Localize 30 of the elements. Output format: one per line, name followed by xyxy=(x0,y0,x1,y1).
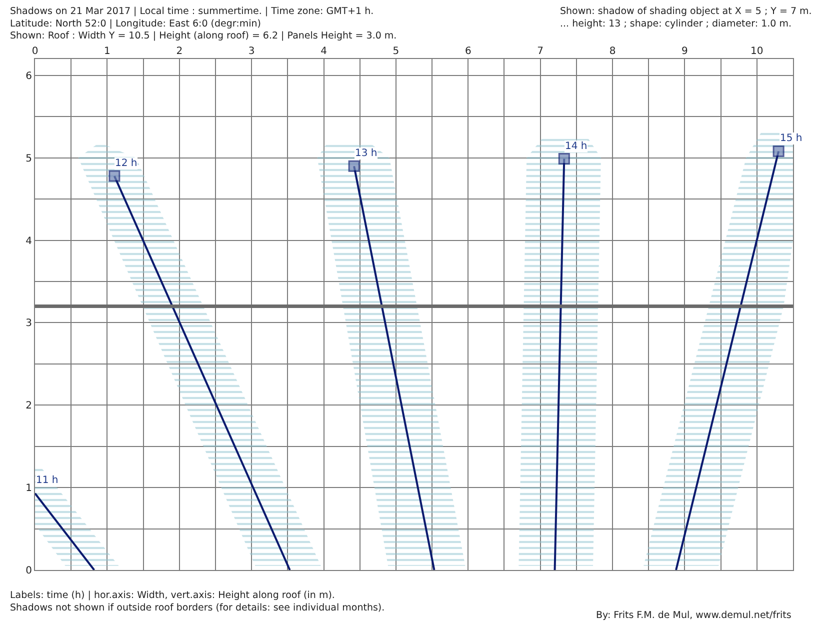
y-tick-label: 0 xyxy=(26,566,32,576)
x-tick-label: 10 xyxy=(750,46,764,57)
text: By: Frits F.M. de Mul, www.demul.net/frits xyxy=(596,610,792,621)
annotation: 14 h xyxy=(565,141,588,152)
y-tick-label: 6 xyxy=(26,70,32,82)
text: Shown: shadow of shading object at X = 5 ; Y = 7 m. ... height: 13 ; shape: cylinder ; diameter: 1.0 m. xyxy=(560,6,812,30)
y-tick-label: 3 xyxy=(26,318,32,330)
text: Shadows on 21 Mar 2017 | Local time : summertime. | Time zone: GMT+1 h. Latitude: North 52:0 | Longitude: East 6:0 (degr:min) Shown: Roof : Width Y = 10.5 | Height (along roof) = 6.2 | Panels Height = 3.0 m. xyxy=(10,6,397,42)
annotation: 12 h xyxy=(115,158,138,169)
annotation: 11 h xyxy=(36,475,58,486)
point xyxy=(108,170,120,182)
annotation: 13 h xyxy=(355,148,378,159)
x-tick-label: 4 xyxy=(320,46,327,57)
y-tick-label: 4 xyxy=(26,236,32,247)
x-tick-label: 1 xyxy=(104,46,110,57)
x-tick-label: 5 xyxy=(392,46,400,57)
x-tick-label: 6 xyxy=(464,46,472,57)
x-tick-label: 3 xyxy=(248,46,255,57)
y-tick-label: 5 xyxy=(26,153,32,164)
x-tick-label: 7 xyxy=(537,46,544,57)
x-tick-label: 8 xyxy=(609,46,616,57)
point xyxy=(558,152,570,164)
x-tick-label: 2 xyxy=(176,46,183,57)
point xyxy=(348,160,360,172)
annotation: 15 h xyxy=(780,133,802,144)
y-tick-label: 1 xyxy=(26,483,32,494)
y-tick-label: 2 xyxy=(26,400,32,412)
point xyxy=(772,146,784,158)
text: Labels: time (h) | hor.axis: Width, vert.axis: Height along roof (in m). Shadows not shown if outside roof borders (for details: see individual months). xyxy=(10,590,385,614)
x-tick-label: 9 xyxy=(682,46,688,57)
